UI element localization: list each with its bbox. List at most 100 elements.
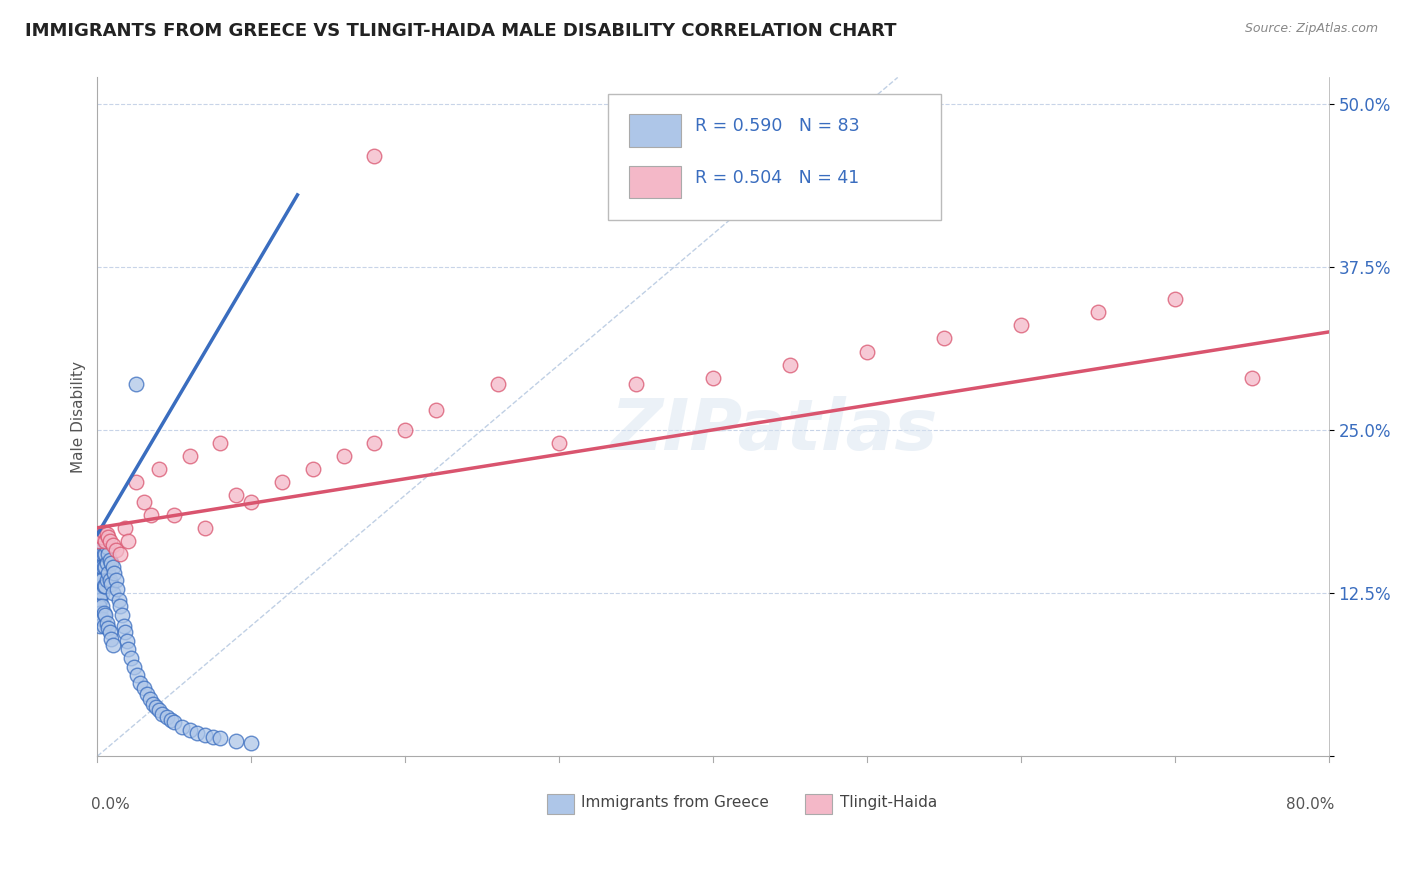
Point <box>110 547 132 561</box>
Point <box>101 560 124 574</box>
Text: ZIPatlas: ZIPatlas <box>610 396 938 465</box>
Point <box>225 488 247 502</box>
Point <box>779 358 801 372</box>
Point <box>104 573 127 587</box>
Point <box>394 423 416 437</box>
Point <box>101 638 124 652</box>
Point <box>89 553 111 567</box>
Point <box>91 599 114 613</box>
Point <box>112 618 135 632</box>
Point <box>225 733 247 747</box>
Point <box>91 541 114 555</box>
Point <box>100 577 122 591</box>
Point <box>91 586 114 600</box>
Point <box>94 608 117 623</box>
Point <box>201 730 224 744</box>
Point <box>89 592 111 607</box>
Point <box>194 728 217 742</box>
Point <box>97 547 120 561</box>
Point <box>1010 318 1032 333</box>
Point <box>148 704 170 718</box>
Point <box>624 377 647 392</box>
Point <box>97 530 120 544</box>
Point <box>96 541 118 555</box>
Point <box>91 547 114 561</box>
Point <box>98 533 121 548</box>
Point <box>100 556 122 570</box>
Point <box>548 436 571 450</box>
Point <box>87 573 110 587</box>
Bar <box>630 114 681 146</box>
Point <box>96 573 118 587</box>
Point <box>141 508 163 522</box>
Bar <box>630 166 681 198</box>
Point <box>209 731 232 745</box>
Point <box>163 715 186 730</box>
Point <box>91 573 114 587</box>
Point <box>93 606 115 620</box>
Point <box>127 668 149 682</box>
Point <box>132 681 155 696</box>
Point <box>124 660 146 674</box>
Point <box>1240 370 1263 384</box>
Text: R = 0.504   N = 41: R = 0.504 N = 41 <box>695 169 859 187</box>
Point <box>160 713 183 727</box>
Point <box>194 521 217 535</box>
Point <box>170 721 193 735</box>
Point <box>114 625 136 640</box>
Point <box>332 449 354 463</box>
Text: 0.0%: 0.0% <box>91 797 129 812</box>
Point <box>89 586 111 600</box>
Text: R = 0.590   N = 83: R = 0.590 N = 83 <box>695 118 859 136</box>
Point <box>93 580 115 594</box>
Point <box>94 547 117 561</box>
Point <box>301 462 323 476</box>
Bar <box>806 794 832 814</box>
FancyBboxPatch shape <box>609 95 941 220</box>
Point <box>94 560 117 574</box>
Point <box>132 494 155 508</box>
Point <box>179 723 201 737</box>
Point <box>89 606 111 620</box>
Text: 80.0%: 80.0% <box>1286 797 1334 812</box>
Point <box>1164 293 1187 307</box>
Point <box>98 625 121 640</box>
Point <box>94 533 117 548</box>
Point <box>87 612 110 626</box>
Point <box>856 344 879 359</box>
Point <box>115 634 138 648</box>
Point <box>1087 305 1109 319</box>
Point <box>97 566 120 581</box>
Point <box>186 725 208 739</box>
Point <box>125 377 148 392</box>
Point <box>93 547 115 561</box>
Point <box>240 736 263 750</box>
Point <box>97 621 120 635</box>
Point <box>135 686 157 700</box>
Point <box>89 547 111 561</box>
Point <box>87 533 110 548</box>
Point <box>96 615 118 630</box>
Point <box>89 566 111 581</box>
Text: Tlingit-Haida: Tlingit-Haida <box>839 795 936 810</box>
Point <box>138 691 160 706</box>
Point <box>89 527 111 541</box>
Y-axis label: Male Disability: Male Disability <box>72 360 86 473</box>
Point <box>87 560 110 574</box>
Point <box>271 475 294 489</box>
Point <box>89 573 111 587</box>
Text: Immigrants from Greece: Immigrants from Greece <box>581 795 769 810</box>
Point <box>89 560 111 574</box>
Point <box>100 632 122 646</box>
Point <box>156 710 179 724</box>
Point <box>94 580 117 594</box>
Point <box>425 403 447 417</box>
Point <box>163 508 186 522</box>
Point <box>363 436 385 450</box>
Point <box>104 543 127 558</box>
Bar <box>547 794 574 814</box>
Point <box>150 707 173 722</box>
Point <box>148 462 170 476</box>
Point <box>93 533 115 548</box>
Point <box>108 592 131 607</box>
